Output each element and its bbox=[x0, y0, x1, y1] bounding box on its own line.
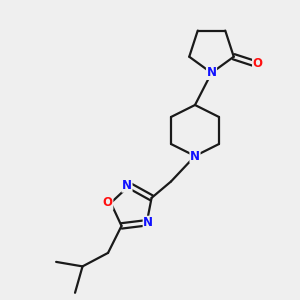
Text: N: N bbox=[122, 179, 132, 192]
Text: O: O bbox=[253, 57, 262, 70]
Text: N: N bbox=[206, 66, 217, 80]
Text: N: N bbox=[190, 149, 200, 163]
Text: O: O bbox=[103, 196, 113, 209]
Text: N: N bbox=[143, 216, 153, 229]
